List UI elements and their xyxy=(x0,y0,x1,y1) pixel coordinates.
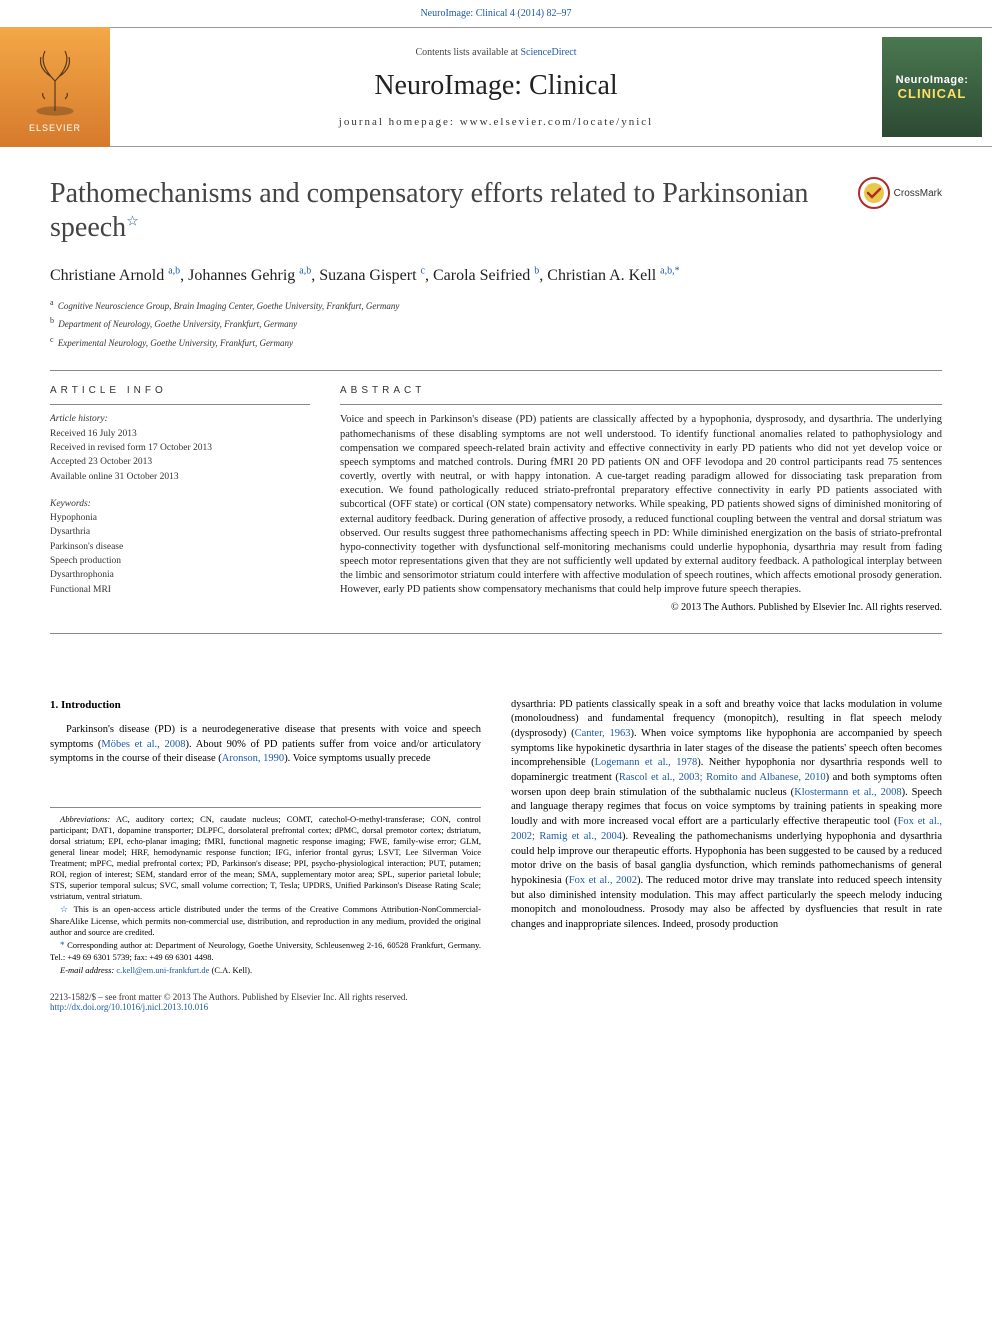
journal-homepage: journal homepage: www.elsevier.com/locat… xyxy=(130,116,862,128)
corresponding-marker: * xyxy=(675,265,680,276)
crossmark-label: CrossMark xyxy=(894,188,942,199)
article-info: article info Article history: Received 1… xyxy=(50,385,310,612)
article-main: Pathomechanisms and compensatory efforts… xyxy=(0,147,992,668)
keywords-label: Keywords: xyxy=(50,498,310,511)
header-bar: ELSEVIER Contents lists available at Sci… xyxy=(0,27,992,147)
body-paragraph: dysarthria: PD patients classically spea… xyxy=(511,698,942,933)
footer-bar: 2213-1582/$ – see front matter © 2013 Th… xyxy=(0,978,992,1022)
body-paragraph: Parkinson's disease (PD) is a neurodegen… xyxy=(50,723,481,767)
doi-link[interactable]: http://dx.doi.org/10.1016/j.nicl.2013.10… xyxy=(50,1002,208,1012)
title-row: Pathomechanisms and compensatory efforts… xyxy=(50,177,942,244)
keyword: Dysarthrophonia xyxy=(50,569,310,582)
abstract-heading: abstract xyxy=(340,385,942,396)
journal-citation: NeuroImage: Clinical 4 (2014) 82–97 xyxy=(0,0,992,27)
affiliation: a Cognitive Neuroscience Group, Brain Im… xyxy=(50,297,942,314)
left-column: 1. Introduction Parkinson's disease (PD)… xyxy=(50,698,481,978)
issn-line: 2213-1582/$ – see front matter © 2013 Th… xyxy=(50,992,942,1002)
journal-citation-link[interactable]: NeuroImage: Clinical 4 (2014) 82–97 xyxy=(420,8,571,19)
citation-link[interactable]: Klostermann et al., 2008 xyxy=(794,787,901,798)
article-title-text: Pathomechanisms and compensatory efforts… xyxy=(50,178,808,243)
history-item: Received 16 July 2013 xyxy=(50,428,310,441)
affiliation: c Experimental Neurology, Goethe Univers… xyxy=(50,334,942,351)
keyword: Speech production xyxy=(50,555,310,568)
citation-link[interactable]: Rascol et al., 2003; Romito and Albanese… xyxy=(619,772,826,783)
citation-link[interactable]: Logemann et al., 1978 xyxy=(595,757,698,768)
homepage-prefix: journal homepage: xyxy=(339,116,460,128)
divider xyxy=(340,404,942,405)
info-abstract-row: article info Article history: Received 1… xyxy=(50,385,942,612)
email-link[interactable]: c.kell@em.uni-frankfurt.de xyxy=(116,965,209,975)
author: , Suzana Gispert c xyxy=(311,267,425,284)
citation-link[interactable]: Canter, 1963 xyxy=(575,728,631,739)
article-title: Pathomechanisms and compensatory efforts… xyxy=(50,177,810,244)
keyword: Functional MRI xyxy=(50,584,310,597)
journal-title: NeuroImage: Clinical xyxy=(130,70,862,102)
body-columns: 1. Introduction Parkinson's disease (PD)… xyxy=(0,698,992,978)
keyword: Parkinson's disease xyxy=(50,541,310,554)
homepage-url: www.elsevier.com/locate/ynicl xyxy=(460,116,654,128)
article-history: Article history: Received 16 July 2013 R… xyxy=(50,413,310,597)
divider xyxy=(50,370,942,371)
abstract: abstract Voice and speech in Parkinson's… xyxy=(340,385,942,612)
title-footnote-marker: ☆ xyxy=(126,214,139,229)
citation-link[interactable]: Aronson, 1990 xyxy=(222,753,284,764)
author: , Johannes Gehrig a,b xyxy=(180,267,311,284)
abbreviations-footnote: Abbreviations: AC, auditory cortex; CN, … xyxy=(50,814,481,902)
author: Christiane Arnold a,b xyxy=(50,267,180,284)
right-column: dysarthria: PD patients classically spea… xyxy=(511,698,942,978)
journal-cover-logo: NeuroImage: CLINICAL xyxy=(882,37,982,137)
elsevier-tree-icon xyxy=(15,41,95,121)
open-access-footnote: ☆ This is an open-access article distrib… xyxy=(50,904,481,938)
crossmark-icon xyxy=(858,177,890,209)
divider xyxy=(50,633,942,634)
journal-logo-line2: CLINICAL xyxy=(898,86,967,101)
author: , Christian A. Kell a,b,* xyxy=(539,267,679,284)
contents-line: Contents lists available at ScienceDirec… xyxy=(130,47,862,58)
elsevier-text: ELSEVIER xyxy=(29,123,81,133)
corresponding-footnote: * Corresponding author at: Department of… xyxy=(50,940,481,963)
keyword: Dysarthria xyxy=(50,526,310,539)
citation-link[interactable]: Fox et al., 2002 xyxy=(569,875,637,886)
authors-line: Christiane Arnold a,b, Johannes Gehrig a… xyxy=(50,264,942,287)
abstract-copyright: © 2013 The Authors. Published by Elsevie… xyxy=(340,602,942,613)
sciencedirect-link[interactable]: ScienceDirect xyxy=(520,47,576,58)
history-item: Accepted 23 October 2013 xyxy=(50,456,310,469)
header-center: Contents lists available at ScienceDirec… xyxy=(110,37,882,138)
keyword: Hypophonia xyxy=(50,512,310,525)
footnotes: Abbreviations: AC, auditory cortex; CN, … xyxy=(50,807,481,976)
article-info-heading: article info xyxy=(50,385,310,396)
history-item: Received in revised form 17 October 2013 xyxy=(50,442,310,455)
affiliation: b Department of Neurology, Goethe Univer… xyxy=(50,315,942,332)
divider xyxy=(50,404,310,405)
author: , Carola Seifried b xyxy=(425,267,539,284)
history-label: Article history: xyxy=(50,413,310,426)
elsevier-logo: ELSEVIER xyxy=(0,27,110,147)
contents-prefix: Contents lists available at xyxy=(415,47,520,58)
history-item: Available online 31 October 2013 xyxy=(50,471,310,484)
crossmark-badge[interactable]: CrossMark xyxy=(858,177,942,209)
intro-heading: 1. Introduction xyxy=(50,698,481,713)
journal-logo-line1: NeuroImage: xyxy=(896,74,969,86)
email-footnote: E-mail address: c.kell@em.uni-frankfurt.… xyxy=(50,965,481,976)
citation-link[interactable]: Möbes et al., 2008 xyxy=(101,739,185,750)
abstract-text: Voice and speech in Parkinson's disease … xyxy=(340,413,942,597)
